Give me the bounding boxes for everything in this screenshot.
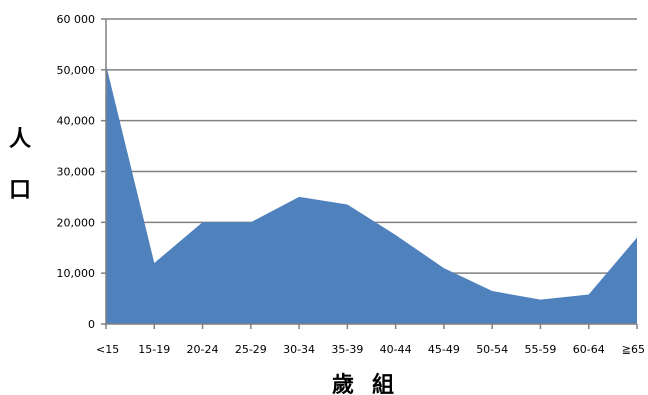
x-tick-label: 20-24 [187, 343, 219, 356]
population-area [106, 64, 637, 325]
x-tick-label: 15-19 [138, 343, 170, 356]
x-tick-label: 30-34 [283, 343, 315, 356]
x-tick-label: 40-44 [380, 343, 412, 356]
y-tick-label: 60 000 [57, 13, 96, 26]
x-tick-label: 25-29 [235, 343, 267, 356]
x-tick-label: 60-64 [573, 343, 605, 356]
x-tick-label: 35-39 [331, 343, 363, 356]
x-tick-label: <15 [96, 343, 119, 356]
y-tick-label: 20,000 [57, 216, 96, 229]
y-tick-label: 0 [88, 318, 95, 331]
y-tick-label: 30,000 [57, 166, 96, 179]
y-tick-label: 40,000 [57, 115, 96, 128]
y-tick-labels: 0 10,000 20,000 30,000 40,000 50,000 60 000 [57, 13, 96, 331]
x-tick-label: 50-54 [476, 343, 508, 356]
axes [101, 18, 638, 329]
x-tick-label: ≧65 [622, 343, 645, 356]
gridlines [106, 18, 637, 274]
x-axis-label: 歲組 [332, 372, 412, 395]
y-tick-label: 50,000 [57, 64, 96, 77]
y-tick-label: 10,000 [57, 267, 96, 280]
x-tick-labels: <15 15-19 20-24 25-29 30-34 35-39 40-44 45-49 50… [96, 343, 645, 356]
x-tick-label: 55-59 [524, 343, 556, 356]
x-tick-label: 45-49 [428, 343, 460, 356]
y-axis-label: 人口 [9, 127, 31, 203]
